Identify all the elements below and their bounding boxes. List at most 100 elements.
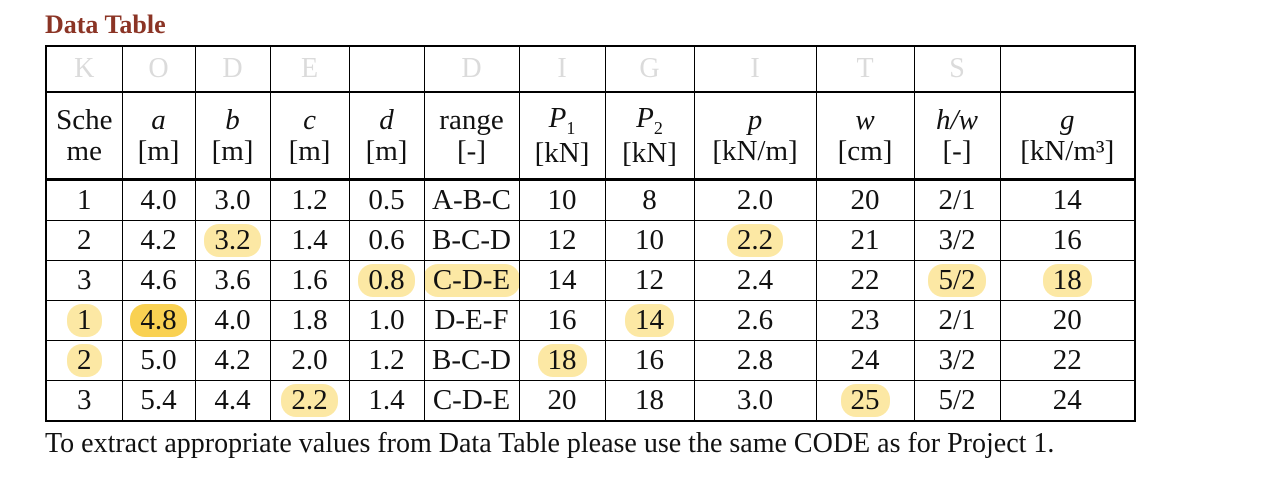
code-letter-cell: D bbox=[194, 45, 271, 93]
table-body: K O D E D I G I T S Scheme a [m] b [m] c [m] d [m] range [-]… bbox=[45, 45, 1136, 422]
code-letter-cell bbox=[999, 45, 1136, 93]
code-letter-cell: I bbox=[518, 45, 606, 93]
table-cell: 1 bbox=[45, 300, 123, 341]
code-letter-cell: K bbox=[45, 45, 123, 93]
table-cell: 18 bbox=[518, 340, 606, 381]
table-cell: D-E-F bbox=[423, 300, 520, 341]
code-letter-cell: T bbox=[815, 45, 915, 93]
table-cell: 1.0 bbox=[348, 300, 425, 341]
table-cell: 23 bbox=[815, 300, 915, 341]
data-table: K O D E D I G I T S Scheme a [m] b [m] c [m] d [m] range [-]… bbox=[45, 45, 1136, 422]
table-cell: A-B-C bbox=[423, 179, 520, 221]
table-cell: 4.6 bbox=[121, 260, 196, 301]
table-row: 1 4.0 3.0 1.2 0.5 A-B-C 10 8 2.0 20 2/1 14 bbox=[45, 179, 1136, 221]
table-cell: 3 bbox=[45, 380, 123, 422]
column-header-name: c bbox=[303, 104, 316, 137]
table-cell: 20 bbox=[815, 179, 915, 221]
table-cell: 2.0 bbox=[269, 340, 350, 381]
table-cell: 4.0 bbox=[194, 300, 271, 341]
code-letter-cell: I bbox=[693, 45, 817, 93]
column-header: a [m] bbox=[121, 91, 196, 181]
table-cell: 0.5 bbox=[348, 179, 425, 221]
table-row: 3 4.6 3.6 1.6 0.8 C-D-E 14 12 2.4 22 5/2 18 bbox=[45, 260, 1136, 301]
column-header: b [m] bbox=[194, 91, 271, 181]
table-cell: B-C-D bbox=[423, 340, 520, 381]
column-header-name: Scheme bbox=[56, 104, 113, 167]
column-header-name: range bbox=[439, 104, 504, 137]
column-header: h/w [-] bbox=[913, 91, 1001, 181]
table-cell: 5/2 bbox=[913, 260, 1001, 301]
table-cell: 21 bbox=[815, 220, 915, 261]
table-cell: 16 bbox=[999, 220, 1136, 261]
table-cell: 5.4 bbox=[121, 380, 196, 422]
column-header-name: g bbox=[1060, 104, 1075, 137]
table-row: 1 4.8 4.0 1.8 1.0 D-E-F 16 14 2.6 23 2/1 20 bbox=[45, 300, 1136, 341]
table-cell: 5/2 bbox=[913, 380, 1001, 422]
highlight-mark: C-D-E bbox=[425, 264, 518, 297]
column-header-name: p bbox=[747, 104, 763, 137]
table-cell: 12 bbox=[518, 220, 606, 261]
table-cell: 22 bbox=[999, 340, 1136, 381]
table-cell: 2.2 bbox=[693, 220, 817, 261]
column-header: Scheme bbox=[45, 91, 123, 181]
code-letter-cell: D bbox=[423, 45, 520, 93]
column-header: w [cm] bbox=[815, 91, 915, 181]
table-cell: 5.0 bbox=[121, 340, 196, 381]
column-header-unit: [kN] bbox=[534, 136, 590, 169]
table-cell: 3/2 bbox=[913, 340, 1001, 381]
table-cell: 2.8 bbox=[693, 340, 817, 381]
table-cell: 2/1 bbox=[913, 300, 1001, 341]
highlight-mark: 1 bbox=[67, 304, 102, 337]
column-header: c [m] bbox=[269, 91, 350, 181]
table-cell: 4.0 bbox=[121, 179, 196, 221]
table-cell: 4.4 bbox=[194, 380, 271, 422]
column-header-unit: [m] bbox=[288, 134, 331, 167]
table-cell: 2 bbox=[45, 340, 123, 381]
table-cell: 1.4 bbox=[269, 220, 350, 261]
table-row: 2 4.2 3.2 1.4 0.6 B-C-D 12 10 2.2 21 3/2 16 bbox=[45, 220, 1136, 261]
table-cell: 16 bbox=[604, 340, 695, 381]
table-cell: 12 bbox=[604, 260, 695, 301]
table-cell: 14 bbox=[604, 300, 695, 341]
table-cell: 3 bbox=[45, 260, 123, 301]
highlight-mark: 2.2 bbox=[281, 384, 338, 417]
code-letter-cell: E bbox=[269, 45, 350, 93]
highlight-mark: 5/2 bbox=[928, 264, 986, 297]
highlight-mark: 2 bbox=[67, 344, 102, 377]
table-cell: B-C-D bbox=[423, 220, 520, 261]
table-cell: 4.2 bbox=[121, 220, 196, 261]
table-cell: 1.8 bbox=[269, 300, 350, 341]
table-cell: 2 bbox=[45, 220, 123, 261]
table-cell: 1.2 bbox=[348, 340, 425, 381]
table-cell: 1.4 bbox=[348, 380, 425, 422]
column-header-unit: [-] bbox=[942, 134, 972, 167]
table-cell: 3.6 bbox=[194, 260, 271, 301]
table-cell: 1.2 bbox=[269, 179, 350, 221]
table-cell: 14 bbox=[518, 260, 606, 301]
column-header-name: P2 bbox=[636, 101, 663, 138]
table-cell: 16 bbox=[518, 300, 606, 341]
highlight-mark: 0.8 bbox=[358, 264, 415, 297]
column-header-unit: [kN] bbox=[622, 136, 677, 169]
table-cell: 20 bbox=[999, 300, 1136, 341]
table-cell: 2.6 bbox=[693, 300, 817, 341]
table-cell: 4.8 bbox=[121, 300, 196, 341]
table-cell: 3.2 bbox=[194, 220, 271, 261]
table-row: 2 5.0 4.2 2.0 1.2 B-C-D 18 16 2.8 24 3/2 22 bbox=[45, 340, 1136, 381]
column-header: d [m] bbox=[348, 91, 425, 181]
highlight-mark: 3.2 bbox=[204, 224, 261, 257]
column-header-unit: [kN/m] bbox=[712, 134, 798, 167]
table-cell: 24 bbox=[815, 340, 915, 381]
table-cell: 2.4 bbox=[693, 260, 817, 301]
table-cell: 10 bbox=[604, 220, 695, 261]
column-header-unit: [m] bbox=[137, 134, 180, 167]
column-header-unit: [kN/m³] bbox=[1020, 134, 1115, 167]
column-header-unit: [-] bbox=[457, 134, 486, 167]
column-header-unit: [m] bbox=[211, 134, 254, 167]
document-page: Data Table K O D E D I G I T S Scheme a [m] b [m] c [m] d… bbox=[45, 10, 1136, 459]
column-header-name: h/w bbox=[936, 104, 978, 137]
column-header: range [-] bbox=[423, 91, 520, 181]
column-header-unit: [m] bbox=[365, 134, 408, 167]
column-header-name: w bbox=[855, 104, 875, 137]
